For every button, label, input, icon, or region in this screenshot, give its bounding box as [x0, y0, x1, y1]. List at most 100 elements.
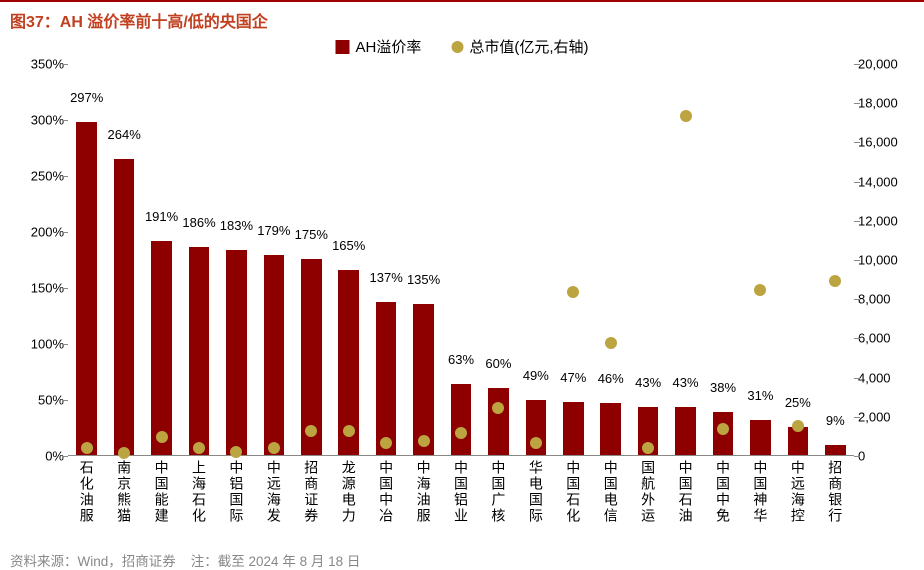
x-category-label: 中国石化 [563, 460, 583, 524]
marketcap-dot [343, 425, 355, 437]
x-category-label: 中海油服 [414, 460, 434, 524]
marketcap-dot [642, 442, 654, 454]
bar-value-label: 191% [145, 209, 178, 224]
x-category-label: 上海石化 [189, 460, 209, 524]
bar [226, 250, 247, 455]
bar [750, 420, 771, 455]
y-right-tick-label: 14,000 [858, 174, 910, 189]
y-left-tick-label: 150% [14, 281, 64, 296]
marketcap-dot [605, 337, 617, 349]
marketcap-dot [792, 420, 804, 432]
bar-value-label: 46% [598, 371, 624, 386]
x-category-label: 中铝国际 [226, 460, 246, 524]
x-category-label: 国航外运 [638, 460, 658, 524]
plot-region: 297% 264% 191% 186% 183% 179% 175% 165% 137% 135%… [68, 64, 854, 456]
x-category-label: 招商证券 [301, 460, 321, 524]
bar-value-label: 186% [182, 215, 215, 230]
marketcap-dot [380, 437, 392, 449]
chart-footer: 资料来源：Wind，招商证券 注：截至 2024 年 8 月 18 日 [0, 546, 924, 570]
marketcap-dot [305, 425, 317, 437]
y-right-tick-label: 10,000 [858, 253, 910, 268]
bar-value-label: 175% [295, 227, 328, 242]
bar-value-label: 297% [70, 90, 103, 105]
x-category-label: 中国电信 [601, 460, 621, 524]
y-right-tick-label: 20,000 [858, 57, 910, 72]
marketcap-dot [455, 427, 467, 439]
marketcap-dot [754, 284, 766, 296]
bar [376, 302, 397, 455]
marketcap-dot [717, 423, 729, 435]
marketcap-dot [156, 431, 168, 443]
bar-value-label: 43% [673, 375, 699, 390]
bar-value-label: 135% [407, 272, 440, 287]
y-left-tick-label: 350% [14, 57, 64, 72]
bar-value-label: 60% [485, 356, 511, 371]
marketcap-dot [492, 402, 504, 414]
marketcap-dot [680, 110, 692, 122]
bar-value-label: 264% [108, 127, 141, 142]
x-category-label: 中国广核 [488, 460, 508, 524]
y-right-tick-label: 8,000 [858, 292, 910, 307]
y-left-tick-label: 300% [14, 113, 64, 128]
x-category-label: 中远海控 [788, 460, 808, 524]
marketcap-dot [193, 442, 205, 454]
bar [600, 403, 621, 455]
y-left-tick-label: 200% [14, 225, 64, 240]
bar-value-label: 31% [747, 388, 773, 403]
bar [451, 384, 472, 455]
x-category-label: 中国铝业 [451, 460, 471, 524]
bar-value-label: 25% [785, 395, 811, 410]
x-category-label: 中国中冶 [376, 460, 396, 524]
bar-value-label: 38% [710, 380, 736, 395]
legend-item-premium: AH溢价率 [335, 36, 421, 57]
bar [151, 241, 172, 455]
bar [76, 122, 97, 455]
y-right-tick-label: 2,000 [858, 409, 910, 424]
legend-bar-swatch [335, 40, 349, 54]
x-category-label: 石化油服 [77, 460, 97, 524]
y-right-tick-label: 16,000 [858, 135, 910, 150]
bar-value-label: 179% [257, 223, 290, 238]
y-left-tick-label: 50% [14, 393, 64, 408]
bar [264, 255, 285, 455]
bar-value-label: 9% [826, 413, 845, 428]
y-right-tick-label: 18,000 [858, 96, 910, 111]
chart-title: 图37：AH 溢价率前十高/低的央国企 [10, 14, 268, 31]
x-category-label: 中国能建 [152, 460, 172, 524]
bar-value-label: 47% [560, 370, 586, 385]
marketcap-dot [567, 286, 579, 298]
bar [189, 247, 210, 455]
bar [825, 445, 846, 455]
footer-note: 注：截至 2024 年 8 月 18 日 [191, 554, 361, 569]
marketcap-dot [418, 435, 430, 447]
chart-title-bar: 图37：AH 溢价率前十高/低的央国企 [0, 0, 924, 36]
bar [563, 402, 584, 455]
bar-value-label: 49% [523, 368, 549, 383]
bar [675, 407, 696, 455]
legend-label-marketcap: 总市值(亿元,右轴) [469, 36, 588, 57]
x-category-label: 中远海发 [264, 460, 284, 524]
y-left-tick-label: 100% [14, 337, 64, 352]
legend-label-premium: AH溢价率 [355, 36, 421, 57]
y-left-tick-label: 250% [14, 169, 64, 184]
x-category-label: 华电国际 [526, 460, 546, 524]
x-category-label: 南京熊猫 [114, 460, 134, 524]
marketcap-dot [530, 437, 542, 449]
chart-area: AH溢价率 总市值(亿元,右轴) 297% 264% 191% 186% 183% 179… [10, 36, 914, 456]
x-category-label: 招商银行 [825, 460, 845, 524]
legend-item-marketcap: 总市值(亿元,右轴) [451, 36, 588, 57]
bar-value-label: 165% [332, 238, 365, 253]
legend: AH溢价率 总市值(亿元,右轴) [335, 36, 588, 57]
x-category-label: 中国中免 [713, 460, 733, 524]
bar-value-label: 183% [220, 218, 253, 233]
bar [413, 304, 434, 455]
marketcap-dot [829, 275, 841, 287]
marketcap-dot [81, 442, 93, 454]
bar-value-label: 137% [370, 270, 403, 285]
x-axis-labels: 石化油服南京熊猫中国能建上海石化中铝国际中远海发招商证券龙源电力中国中冶中海油服… [10, 456, 914, 546]
marketcap-dot [268, 442, 280, 454]
footer-source: 资料来源：Wind，招商证券 [10, 554, 176, 569]
y-right-tick-label: 4,000 [858, 370, 910, 385]
y-right-tick-label: 12,000 [858, 213, 910, 228]
bar-value-label: 63% [448, 352, 474, 367]
